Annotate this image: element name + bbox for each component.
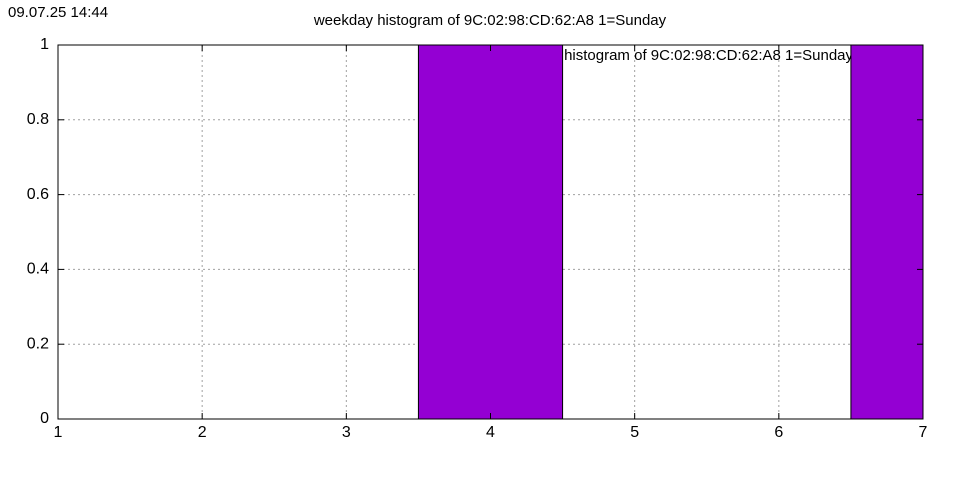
ticks: 1 2 3 4 5 6 7 0 0.2 0.4 0.6 0.8 1 — [27, 36, 928, 441]
bar — [417, 45, 564, 419]
bar — [850, 45, 923, 419]
y-tick-label: 0 — [40, 410, 49, 427]
legend: weekday histogram of 9C:02:98:CD:62:A8 1… — [500, 47, 854, 64]
y-tick-label: 0.2 — [27, 335, 49, 352]
timestamp: 09.07.25 14:44 — [8, 4, 108, 21]
x-tick-label: 1 — [54, 424, 63, 441]
y-tick-label: 0.8 — [27, 111, 49, 128]
x-tick-label: 2 — [198, 424, 207, 441]
x-tick-label: 6 — [774, 424, 783, 441]
x-tick-label: 4 — [486, 424, 495, 441]
y-tick-label: 1 — [40, 36, 49, 53]
legend-label: weekday histogram of 9C:02:98:CD:62:A8 1… — [500, 47, 854, 64]
x-tick-label: 7 — [919, 424, 928, 441]
x-tick-label: 5 — [630, 424, 639, 441]
x-tick-label: 3 — [342, 424, 351, 441]
chart-title: weekday histogram of 9C:02:98:CD:62:A8 1… — [313, 12, 667, 29]
bars — [417, 45, 923, 419]
y-tick-label: 0.4 — [27, 261, 49, 278]
y-tick-label: 0.6 — [27, 186, 49, 203]
